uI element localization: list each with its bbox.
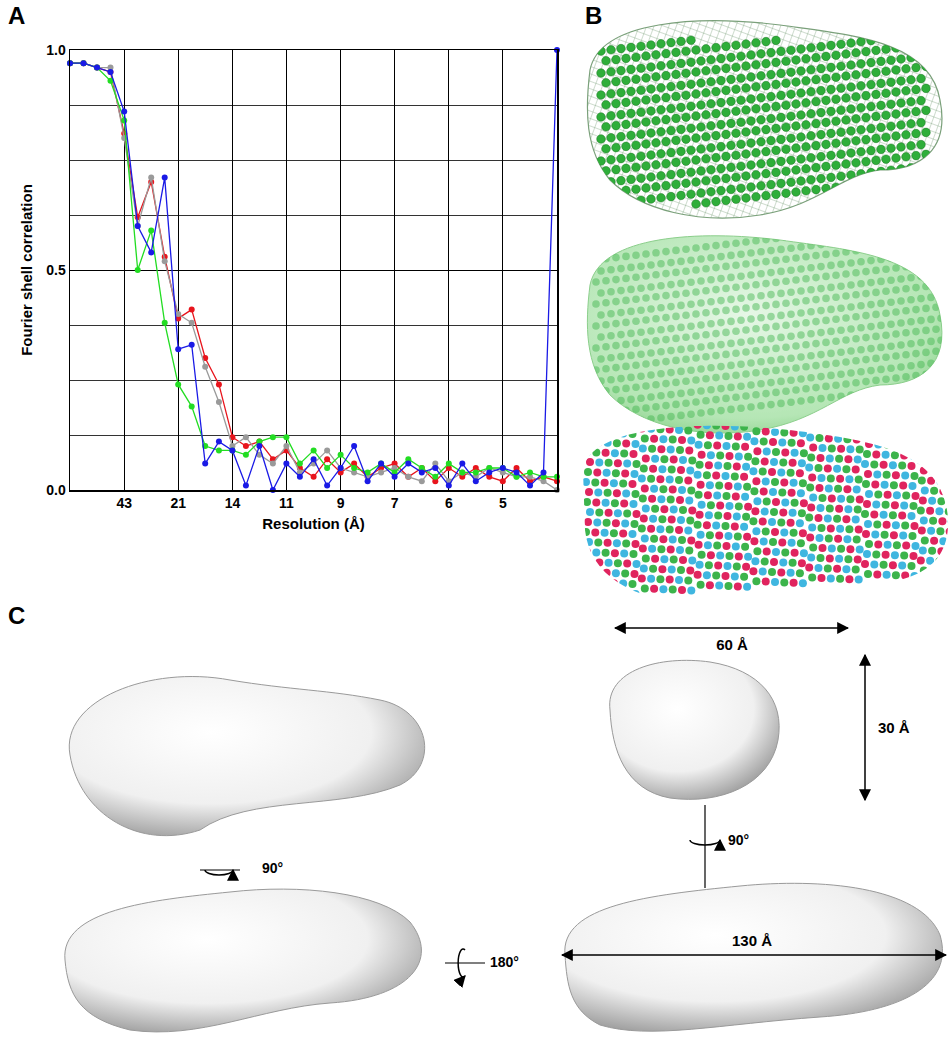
svg-text:130 Å: 130 Å: [732, 932, 772, 949]
svg-text:14: 14: [225, 495, 241, 511]
svg-text:5: 5: [499, 495, 507, 511]
svg-text:7: 7: [391, 495, 399, 511]
svg-text:0.0: 0.0: [46, 482, 66, 498]
svg-text:43: 43: [116, 495, 132, 511]
html-text:B: B: [585, 2, 603, 29]
svg-text:180°: 180°: [490, 954, 519, 970]
svg-text:Resolution (Å): Resolution (Å): [262, 515, 365, 532]
html-text:C: C: [8, 602, 26, 629]
svg-text:9: 9: [337, 495, 345, 511]
svg-text:6: 6: [445, 495, 453, 511]
svg-text:90°: 90°: [262, 860, 283, 876]
svg-text:Fourier shell correlation: Fourier shell correlation: [18, 184, 35, 356]
svg-text:90°: 90°: [728, 832, 749, 848]
svg-text:1.0: 1.0: [46, 42, 66, 58]
svg-text:30 Å: 30 Å: [878, 719, 910, 736]
svg-text:0.5: 0.5: [46, 262, 66, 278]
svg-text:21: 21: [170, 495, 186, 511]
html-text:A: A: [8, 2, 26, 29]
svg-text:11: 11: [279, 495, 294, 511]
svg-text:60 Å: 60 Å: [716, 636, 748, 653]
